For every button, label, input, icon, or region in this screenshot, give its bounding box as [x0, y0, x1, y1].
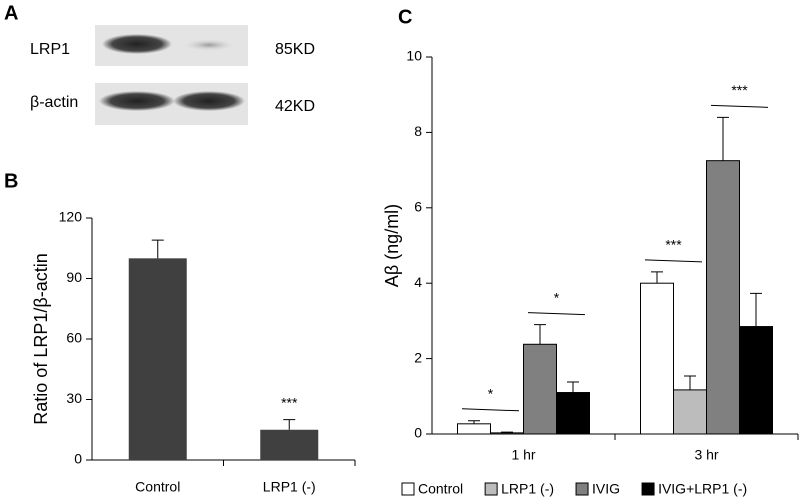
significance: *** — [731, 82, 748, 98]
y-tick-label: 90 — [66, 269, 82, 285]
error-bar — [567, 381, 579, 393]
error-bar — [750, 292, 762, 327]
x-tick-label: Control — [135, 479, 180, 495]
x-tick-label: LRP1 (-) — [263, 479, 316, 495]
bar — [739, 326, 773, 435]
panel-label: B — [4, 170, 18, 192]
blot-size: 42KD — [275, 98, 315, 115]
legend-label: IVIG+LRP1 (-) — [658, 481, 747, 497]
legend-swatch — [401, 482, 415, 496]
blot-label: LRP1 — [30, 41, 70, 58]
y-tick-label: 8 — [414, 123, 422, 139]
legend-swatch — [575, 482, 589, 496]
blot-band — [99, 91, 175, 111]
y-tick-label: 0 — [74, 451, 82, 467]
significance: *** — [281, 394, 298, 410]
y-tick-label: 0 — [414, 425, 422, 441]
y-axis-label: Aβ (ng/ml) — [382, 204, 402, 287]
x-tick-label: 3 hr — [694, 447, 718, 463]
significance: * — [554, 289, 560, 305]
y-tick-label: 60 — [66, 330, 82, 346]
y-tick-label: 10 — [406, 48, 422, 64]
bar — [457, 423, 491, 435]
bar — [706, 160, 740, 435]
error-bar — [651, 271, 663, 284]
significance-line — [461, 408, 520, 412]
x-tick-label: 1 hr — [511, 447, 535, 463]
significance-line — [710, 104, 769, 108]
error-bar — [717, 116, 729, 161]
significance: *** — [665, 237, 682, 253]
panel-label: C — [398, 6, 412, 28]
panel-label: A — [4, 2, 18, 24]
blot-band — [173, 91, 245, 111]
bar — [490, 432, 524, 435]
y-tick-label: 4 — [414, 274, 422, 290]
bar — [128, 258, 187, 460]
legend-label: LRP1 (-) — [501, 481, 554, 497]
blot-label: β-actin — [30, 94, 78, 111]
error-bar — [283, 419, 296, 430]
bar — [523, 343, 557, 435]
blot-size: 85KD — [275, 41, 315, 58]
legend-label: Control — [418, 481, 463, 497]
legend-label: IVIG — [592, 481, 620, 497]
significance: * — [488, 386, 494, 402]
error-bar — [151, 239, 164, 259]
significance-line — [644, 259, 703, 263]
y-axis-label: Ratio of LRP1/β-actin — [31, 253, 51, 424]
y-tick-label: 2 — [414, 349, 422, 365]
significance-line — [527, 312, 586, 316]
error-bar — [501, 431, 513, 433]
blot-band — [102, 34, 172, 54]
legend-swatch — [484, 482, 498, 496]
y-tick-label: 6 — [414, 199, 422, 215]
legend-swatch — [641, 482, 655, 496]
bar — [673, 389, 707, 435]
error-bar — [684, 375, 696, 390]
blot-band — [183, 39, 235, 51]
error-bar — [534, 324, 546, 345]
error-bar — [468, 420, 480, 424]
y-tick-label: 120 — [59, 209, 83, 225]
bar — [556, 392, 590, 435]
bar — [640, 282, 674, 435]
y-tick-label: 30 — [66, 390, 82, 406]
bar — [260, 429, 319, 460]
